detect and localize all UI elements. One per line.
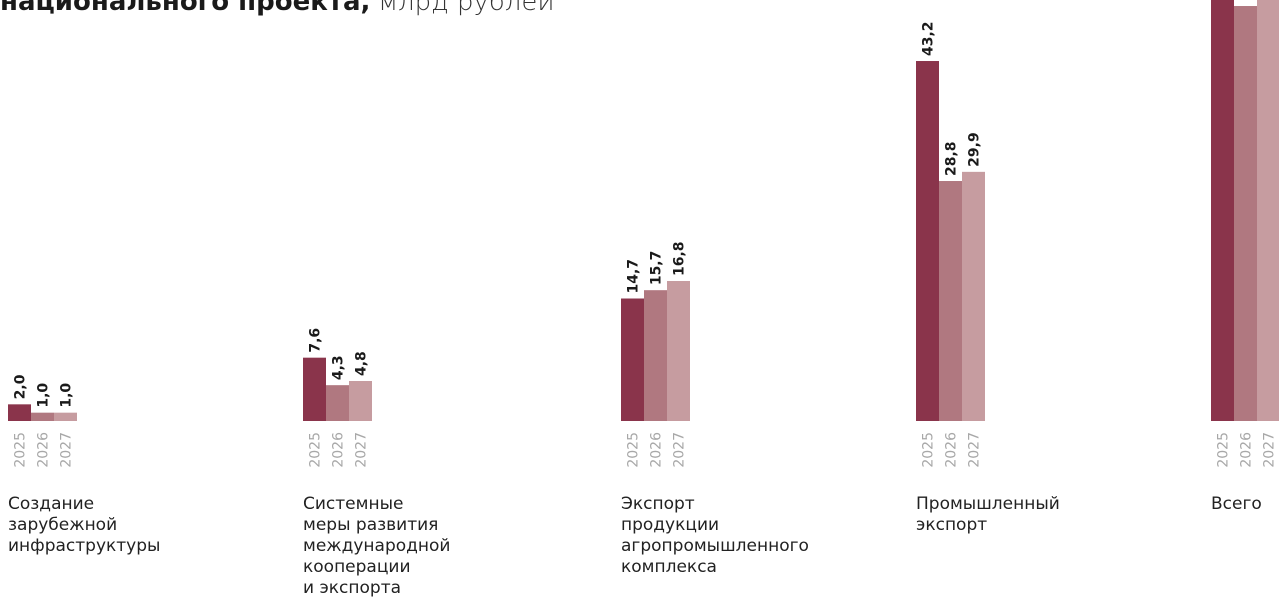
value-label: 28,8 [944,141,960,176]
year-label: 2027 [59,432,75,468]
category-label: Промышленный экспорт [916,494,1060,535]
year-label: 2025 [13,432,29,468]
value-label: 7,6 [308,328,324,353]
year-label: 2026 [331,432,347,468]
bar [1211,0,1234,421]
year-label: 2026 [36,432,52,468]
year-label: 2026 [944,432,960,468]
chart-title-line: национального проекта, млрд рублей [0,0,555,17]
bar [621,298,644,421]
bar [1234,6,1257,421]
value-label: 4,3 [331,355,347,380]
bar [667,281,690,421]
year-label: 2027 [672,432,688,468]
chart-title: национального проекта, [0,0,370,17]
category-label: Экспорт продукции агропромышленного комп… [621,494,809,577]
bar [644,290,667,421]
year-label: 2025 [921,432,937,468]
value-label: 1,0 [36,383,52,408]
value-label: 4,8 [354,351,370,376]
value-label: 2,0 [13,374,29,399]
category-label: Системные меры развития международной ко… [303,494,451,598]
bar [8,404,31,421]
year-label: 2027 [354,432,370,468]
value-label: 43,2 [921,21,937,56]
bar [349,381,372,421]
year-label: 2027 [967,432,983,468]
category-label: Всего [1211,494,1262,514]
chart-subtitle: млрд рублей [378,0,554,17]
value-label: 29,9 [967,132,983,167]
bar [1257,0,1279,422]
value-label: 15,7 [649,251,665,286]
bar [939,181,962,421]
value-label: 1,0 [59,383,75,408]
year-label: 2025 [1216,432,1232,468]
bar [962,171,985,421]
year-label: 2025 [308,432,324,468]
bar [31,412,54,421]
year-label: 2026 [649,432,665,468]
bar [54,412,77,421]
year-label: 2027 [1262,432,1278,468]
value-label: 16,8 [672,241,688,276]
bar [916,61,939,421]
category-label: Создание зарубежной инфраструктуры [8,494,161,556]
bar [326,385,349,421]
year-label: 2025 [626,432,642,468]
value-label: 14,7 [626,259,642,294]
bar [303,357,326,421]
year-label: 2026 [1239,432,1255,468]
